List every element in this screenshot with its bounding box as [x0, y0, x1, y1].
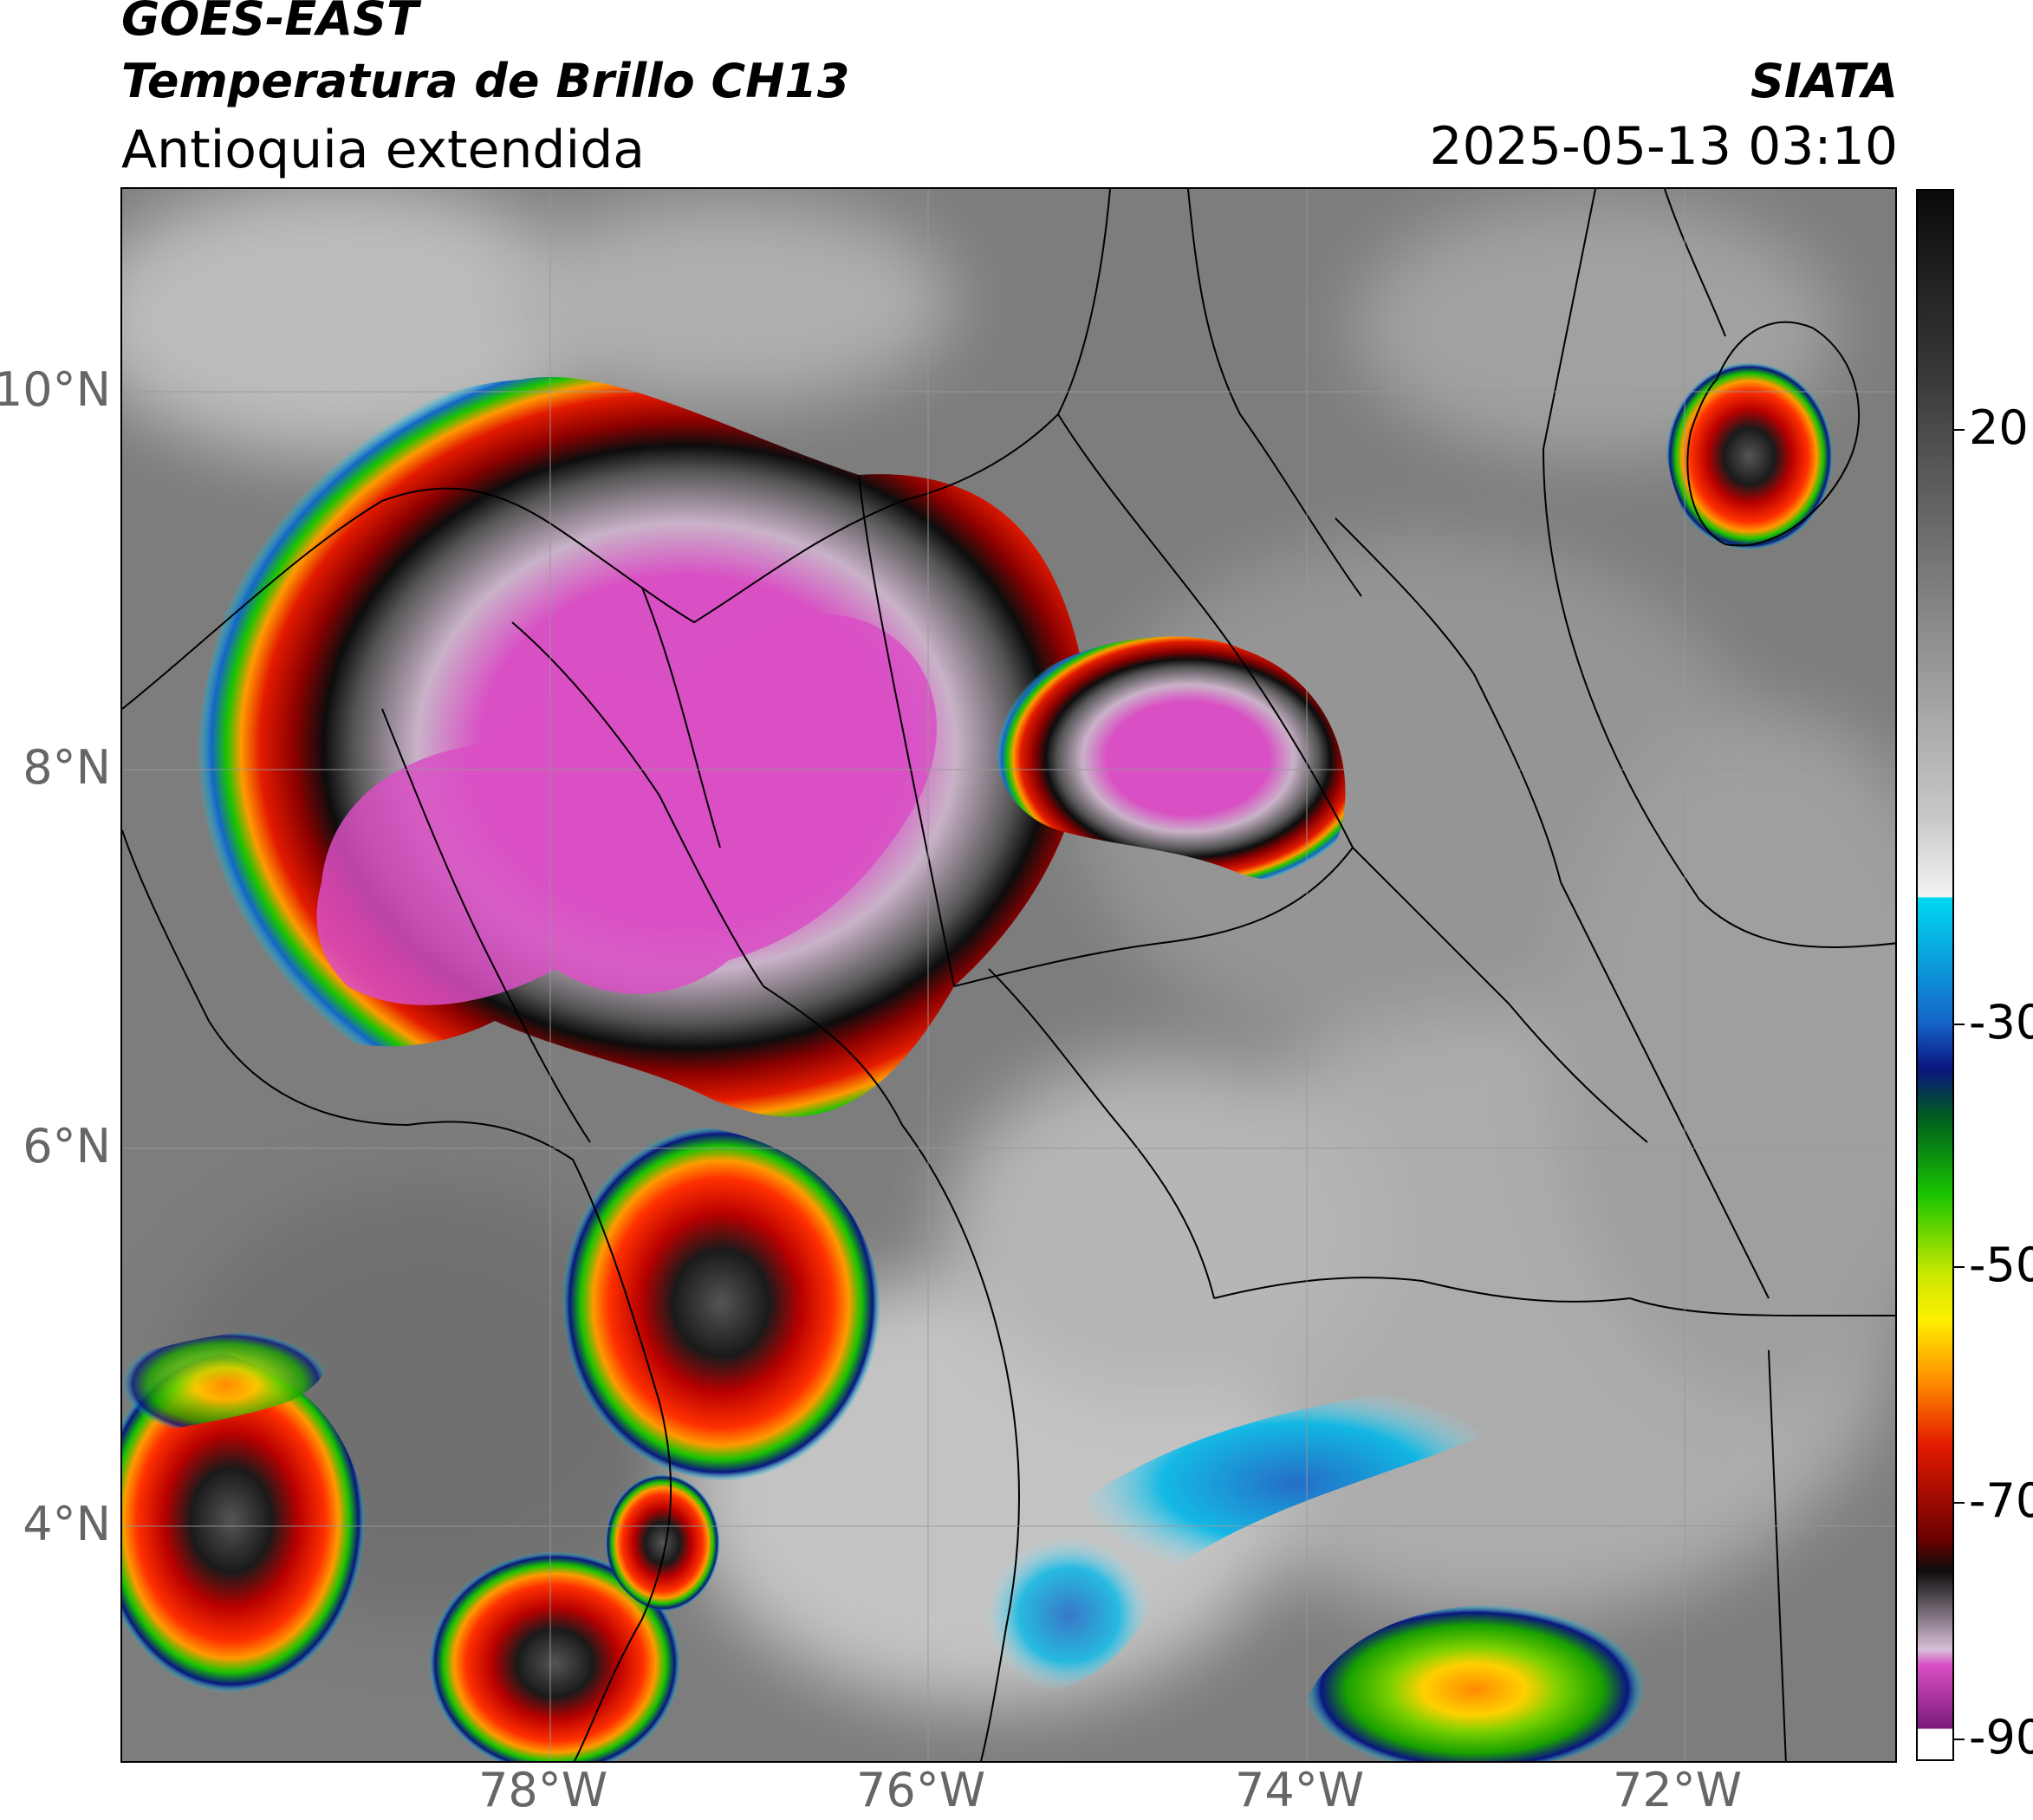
satellite-map[interactable]: [120, 187, 1897, 1763]
border-department-11: [1629, 1297, 1895, 1317]
storm-southwest-2: [428, 1551, 681, 1761]
lat-label-8: 8°N: [23, 740, 111, 795]
storm-east: [996, 636, 1346, 881]
colorbar: [1916, 189, 1954, 1761]
cloud-patch-west: [122, 1330, 329, 1437]
lat-label-4: 4°N: [23, 1497, 111, 1551]
region-subtitle: Antioquia extendida: [121, 120, 646, 180]
border-department-12: [381, 708, 591, 1143]
border-department-6: [988, 968, 1215, 1299]
storm-secondary: [561, 1125, 881, 1482]
peninsula-guajira: [1686, 321, 1861, 547]
cloud-band-cyan: [1072, 1383, 1520, 1584]
border-department-8: [1213, 1277, 1631, 1303]
colorbar-label-minus90: -90: [1969, 1710, 2033, 1765]
storm-south-green: [1303, 1603, 1646, 1761]
timestamp-label: 2025-05-13 03:10: [1429, 116, 1898, 177]
storm-southwest-1: [122, 1347, 366, 1693]
satellite-title: GOES-EAST: [121, 0, 419, 46]
lat-label-6: 6°N: [23, 1119, 111, 1173]
lon-label-76: 76°W: [856, 1763, 986, 1817]
lon-label-74: 74°W: [1235, 1763, 1365, 1817]
border-department-14: [763, 985, 903, 1126]
colorbar-label-minus50: -50: [1969, 1238, 2033, 1292]
colorbar-label-minus70: -70: [1969, 1473, 2033, 1528]
lon-label-72: 72°W: [1613, 1763, 1743, 1817]
colorbar-tick-minus50: [1954, 1266, 1965, 1268]
storm-southwest-3: [605, 1473, 720, 1612]
border-department-13: [641, 587, 721, 848]
border-southeast: [1768, 1349, 1787, 1761]
storm-core-magenta: [316, 614, 937, 1005]
colorbar-tick-20: [1954, 429, 1965, 431]
border-department-3: [1057, 413, 1354, 848]
border-department-9: [1352, 847, 1648, 1143]
border-department-15: [953, 847, 1354, 987]
lat-label-10: 10°N: [0, 362, 111, 417]
cloud-band-cyan-2: [984, 1536, 1153, 1693]
product-title: Temperatura de Brillo CH13: [121, 54, 850, 108]
colorbar-tick-minus70: [1954, 1502, 1965, 1504]
colorbar-label-minus30: -30: [1969, 995, 2033, 1050]
border-venezuela: [1542, 189, 1895, 948]
border-department-1: [511, 621, 764, 987]
colorbar-tick-minus30: [1954, 1024, 1965, 1025]
border-department-10: [1560, 881, 1770, 1299]
lon-label-78: 78°W: [478, 1763, 608, 1817]
storm-northeast: [1666, 362, 1834, 550]
borders: [122, 189, 1895, 1761]
coastline-caribbean: [122, 189, 1111, 710]
lake-maracaibo-edge: [1664, 189, 1726, 337]
organization-label: SIATA: [1750, 54, 1898, 108]
border-department-2: [858, 474, 955, 987]
map-canvas: [122, 189, 1895, 1761]
colorbar-gradient: [1918, 191, 1952, 1759]
border-department-5: [1187, 189, 1362, 597]
coastline-pacific: [122, 829, 672, 1761]
border-department-4: [1335, 517, 1562, 883]
colorbar-tick-minus90: [1954, 1739, 1965, 1740]
colorbar-label-20: 20: [1969, 400, 2029, 455]
gridlines: [122, 189, 1895, 1761]
border-department-7: [901, 1124, 1020, 1761]
